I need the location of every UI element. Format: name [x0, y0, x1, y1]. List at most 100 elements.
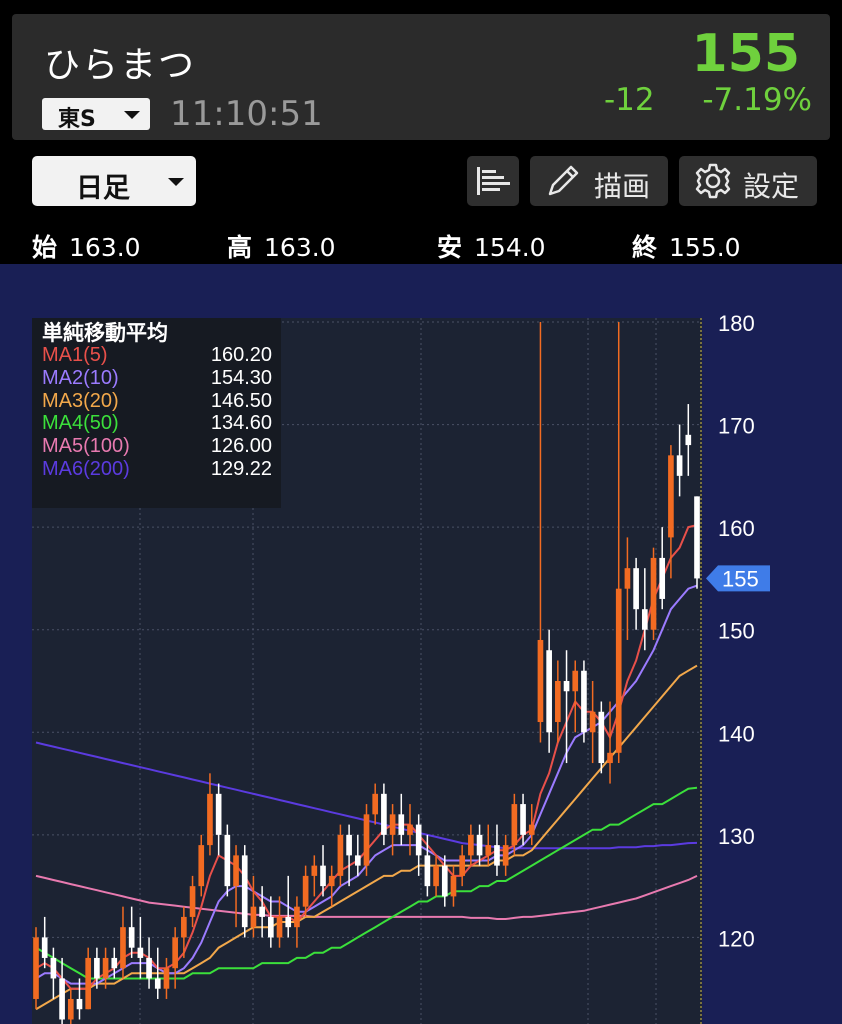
candle-body [528, 824, 535, 835]
candle-body [154, 978, 161, 989]
ma-name: MA4(50) [42, 412, 119, 435]
candle-body [363, 814, 370, 866]
candle-body [468, 834, 474, 856]
candle-body [694, 496, 700, 579]
ma-legend-item: MA5(100) 126.00 [42, 435, 272, 457]
candle-body [198, 845, 205, 887]
candle-body [450, 875, 457, 897]
settings-button[interactable]: 設定 [679, 156, 817, 206]
ma-legend-item: MA2(10) 154.30 [42, 367, 272, 389]
ohlc-close: 終 155.0 [632, 228, 741, 264]
price-change: -12 [604, 82, 655, 118]
candle-body [441, 865, 448, 897]
candle-body [268, 916, 274, 938]
ma-value: 134.60 [210, 412, 272, 435]
period-select[interactable]: 日足 [32, 156, 196, 206]
stock-header: ひらまつ 東S 11:10:51 155 [12, 14, 830, 140]
candle-body [259, 906, 265, 917]
ma-value: 160.20 [210, 344, 272, 366]
candle-body [685, 434, 692, 446]
candle-body [537, 639, 544, 723]
candle-body [659, 557, 666, 599]
candle-body [328, 875, 335, 887]
ma-line [35, 786, 698, 980]
candle-body [476, 834, 483, 856]
candle-body [67, 998, 74, 1020]
candle-body [459, 855, 465, 876]
period-label: 日足 [76, 173, 130, 204]
low-label: 安 [437, 233, 463, 262]
ma-name: MA6(200) [42, 458, 130, 480]
candle-body [633, 568, 639, 610]
ma-line [35, 874, 698, 920]
ma-legend-item: MA3(20) 146.50 [42, 390, 272, 412]
candle-body [233, 855, 239, 887]
close-label: 終 [632, 233, 658, 262]
candle-body [337, 834, 344, 876]
open-label: 始 [32, 233, 58, 262]
candle-body [285, 916, 292, 928]
candle-body [250, 906, 257, 928]
candle-body [615, 588, 622, 753]
candle-body [641, 609, 648, 630]
draw-button[interactable]: 描画 [530, 156, 668, 206]
candle-body [33, 937, 39, 999]
high-value: 163.0 [264, 233, 336, 262]
settings-label: 設定 [743, 170, 800, 203]
y-tick-label: 130 [718, 824, 755, 849]
ma-value: 126.00 [210, 435, 272, 458]
candle-body [598, 711, 605, 764]
candle-body [128, 927, 135, 948]
candle-body [372, 793, 379, 815]
ma-legend-item: MA1(5) 160.20 [42, 344, 272, 366]
order-book-icon [477, 167, 510, 195]
ma-name: MA5(100) [42, 435, 130, 458]
candle-body [94, 957, 100, 979]
candle-body [163, 968, 170, 989]
y-tick-label: 120 [718, 926, 755, 951]
chevron-down-icon [124, 111, 140, 119]
candle-body [485, 845, 492, 856]
pencil-icon [548, 165, 579, 196]
ma-name: MA3(20) [42, 389, 119, 412]
ma-line [35, 664, 698, 1011]
gear-icon [695, 163, 731, 199]
candle-body [668, 455, 674, 538]
candle-body [102, 957, 109, 979]
candle-body [294, 906, 300, 928]
y-tick-label: 180 [718, 311, 755, 336]
candle-body [511, 804, 518, 846]
candle-body [381, 793, 387, 835]
ma-name: MA2(10) [42, 366, 119, 389]
candle-body [189, 886, 196, 917]
candle-body [572, 670, 579, 692]
candle-body [433, 865, 439, 887]
y-tick-label: 160 [718, 516, 755, 541]
candle-body [215, 793, 222, 835]
high-label: 高 [227, 233, 253, 262]
candle-body [581, 670, 587, 733]
y-tick-label: 140 [718, 721, 755, 746]
last-price-tag [706, 565, 770, 592]
candle-body [85, 957, 92, 1010]
candle-body [59, 978, 65, 1020]
candle-body [137, 947, 144, 958]
ma-legend-item: MA4(50) 134.60 [42, 412, 272, 434]
candle-body [494, 845, 500, 866]
candle-body [354, 855, 361, 866]
order-book-button[interactable] [467, 156, 519, 206]
ma-name: MA1(5) [42, 344, 108, 366]
candle-body [276, 916, 283, 938]
candle-body [555, 681, 561, 723]
stock-name: ひらまつ [44, 45, 197, 86]
chevron-down-icon [168, 178, 184, 186]
ohlc-low: 安 154.0 [437, 228, 546, 264]
market-label: 東S [58, 107, 96, 132]
market-select[interactable]: 東S [42, 98, 150, 132]
draw-label: 描画 [594, 170, 651, 203]
candle-body [502, 845, 509, 866]
candle-body [50, 957, 57, 979]
candle-body [111, 957, 118, 969]
candle-body [120, 927, 126, 969]
